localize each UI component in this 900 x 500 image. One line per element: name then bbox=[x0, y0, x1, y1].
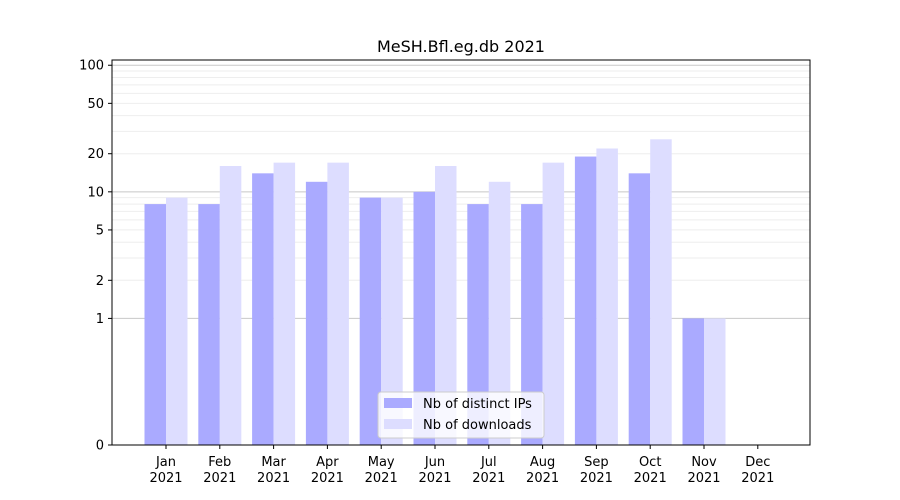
bar-downloads bbox=[219, 165, 242, 446]
bar-downloads bbox=[650, 139, 672, 445]
y-axis: 0 1 2 5 10 20 50 100 bbox=[79, 59, 112, 454]
bar-distinct-ips bbox=[144, 204, 166, 445]
legend-swatch-distinct-ips bbox=[384, 398, 412, 408]
plot-frame bbox=[111, 59, 811, 446]
x-tick-label-year: 2021 bbox=[634, 471, 667, 486]
y-tick-label: 0 bbox=[96, 439, 104, 454]
x-tick-label-month: Jan bbox=[155, 455, 176, 470]
x-tick-label-year: 2021 bbox=[526, 471, 559, 486]
x-tick-label-year: 2021 bbox=[365, 471, 398, 486]
x-tick-label-month: Oct bbox=[639, 455, 661, 470]
bar-distinct-ips bbox=[628, 173, 651, 445]
bar-downloads bbox=[273, 162, 296, 445]
x-tick-label-year: 2021 bbox=[203, 471, 236, 486]
legend-label-distinct-ips: Nb of distinct IPs bbox=[423, 397, 532, 412]
chart-title: MeSH.Bfl.eg.db 2021 bbox=[377, 37, 545, 56]
x-tick-label-year: 2021 bbox=[311, 471, 344, 486]
bar-distinct-ips bbox=[252, 173, 274, 445]
x-tick-label-year: 2021 bbox=[472, 471, 505, 486]
x-tick-label-month: Sep bbox=[584, 455, 609, 470]
bar-distinct-ips bbox=[305, 181, 328, 445]
x-tick-label-month: May bbox=[368, 455, 395, 470]
bar-downloads bbox=[435, 165, 457, 446]
x-tick-label-year: 2021 bbox=[687, 471, 720, 486]
bar-downloads bbox=[327, 162, 349, 445]
legend: Nb of distinct IPs Nb of downloads bbox=[377, 391, 545, 439]
bar-distinct-ips bbox=[682, 318, 704, 445]
y-tick-label: 1 bbox=[96, 312, 104, 327]
y-tick-label: 20 bbox=[87, 147, 104, 162]
bar-distinct-ips bbox=[521, 204, 543, 445]
y-tick-label: 10 bbox=[87, 185, 104, 200]
x-tick-label-year: 2021 bbox=[418, 471, 451, 486]
bar-downloads bbox=[166, 197, 188, 445]
y-tick-label: 50 bbox=[87, 97, 104, 112]
x-tick-label-month: Dec bbox=[745, 455, 770, 470]
x-tick-label-year: 2021 bbox=[741, 471, 774, 486]
bar-downloads bbox=[542, 162, 565, 445]
x-tick-label-month: Nov bbox=[691, 455, 717, 470]
bar-distinct-ips bbox=[198, 204, 220, 445]
bar-distinct-ips bbox=[413, 191, 435, 445]
bars bbox=[144, 139, 726, 446]
y-tick-label: 100 bbox=[79, 59, 104, 74]
x-tick-label-month: Apr bbox=[316, 455, 339, 470]
x-tick-label-year: 2021 bbox=[580, 471, 613, 486]
bar-distinct-ips bbox=[574, 156, 597, 446]
x-tick-label-year: 2021 bbox=[257, 471, 290, 486]
x-tick-label-month: Mar bbox=[261, 455, 286, 470]
x-tick-label-year: 2021 bbox=[149, 471, 182, 486]
bar-downloads bbox=[596, 148, 618, 445]
x-tick-label-month: Feb bbox=[208, 455, 231, 470]
x-tick-label-month: Jun bbox=[424, 455, 445, 470]
legend-label-downloads: Nb of downloads bbox=[423, 418, 532, 433]
y-tick-label: 2 bbox=[96, 274, 104, 289]
x-axis: Jan2021Feb2021Mar2021Apr2021May2021Jun20… bbox=[149, 445, 774, 486]
legend-swatch-downloads bbox=[384, 419, 412, 429]
y-tick-label: 5 bbox=[96, 223, 104, 238]
legend-frame bbox=[377, 391, 545, 439]
bar-downloads bbox=[488, 181, 511, 445]
x-tick-label-month: Aug bbox=[530, 455, 555, 470]
bar-downloads bbox=[704, 318, 726, 445]
bar-downloads bbox=[381, 197, 403, 445]
bar-distinct-ips bbox=[467, 204, 489, 445]
bar-distinct-ips bbox=[359, 197, 382, 445]
x-tick-label-month: Jul bbox=[480, 455, 497, 470]
